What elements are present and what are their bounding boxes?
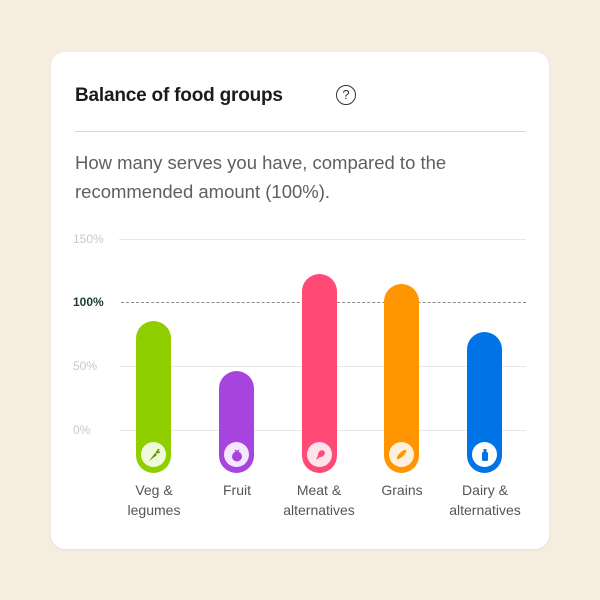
y-tick-50: 50%: [73, 359, 98, 373]
label-line: Dairy &: [462, 482, 508, 498]
divider: [75, 131, 526, 132]
y-tick-150: 150%: [73, 232, 104, 246]
bread-icon: [389, 442, 414, 467]
bar-meat-alternatives[interactable]: [302, 274, 337, 473]
food-groups-card: Balance of food groups ? How many serves…: [51, 52, 549, 549]
label-dairy-alternatives: Dairy & alternatives: [440, 480, 530, 520]
label-grains: Grains: [357, 480, 447, 500]
bar-fruit[interactable]: [219, 371, 254, 473]
bar-dairy-alternatives[interactable]: [467, 332, 502, 473]
meat-icon: [307, 442, 332, 467]
label-fruit: Fruit: [192, 480, 282, 500]
label-veg-legumes: Veg & legumes: [109, 480, 199, 520]
label-line: Veg &: [135, 482, 173, 498]
y-tick-100: 100%: [73, 295, 104, 309]
gridline-150: [119, 239, 526, 240]
bar-chart: 150% 100% 50% 0%: [51, 52, 549, 549]
label-line: Meat &: [296, 482, 342, 498]
card-title: Balance of food groups: [75, 85, 283, 106]
label-line: Grains: [381, 482, 423, 498]
label-line: legumes: [127, 502, 181, 518]
bar-veg-legumes[interactable]: [136, 321, 171, 473]
carrot-icon: [141, 442, 166, 467]
label-meat-alternatives: Meat & alternatives: [274, 480, 364, 520]
bar-grains[interactable]: [384, 284, 419, 473]
fruit-icon: [224, 442, 249, 467]
help-icon[interactable]: ?: [336, 85, 356, 105]
milk-bottle-icon: [472, 442, 497, 467]
label-line: Fruit: [223, 482, 251, 498]
y-tick-0: 0%: [73, 423, 91, 437]
label-line: alternatives: [449, 502, 521, 518]
label-line: alternatives: [283, 502, 355, 518]
card-subtitle: How many serves you have, compared to th…: [75, 152, 447, 202]
